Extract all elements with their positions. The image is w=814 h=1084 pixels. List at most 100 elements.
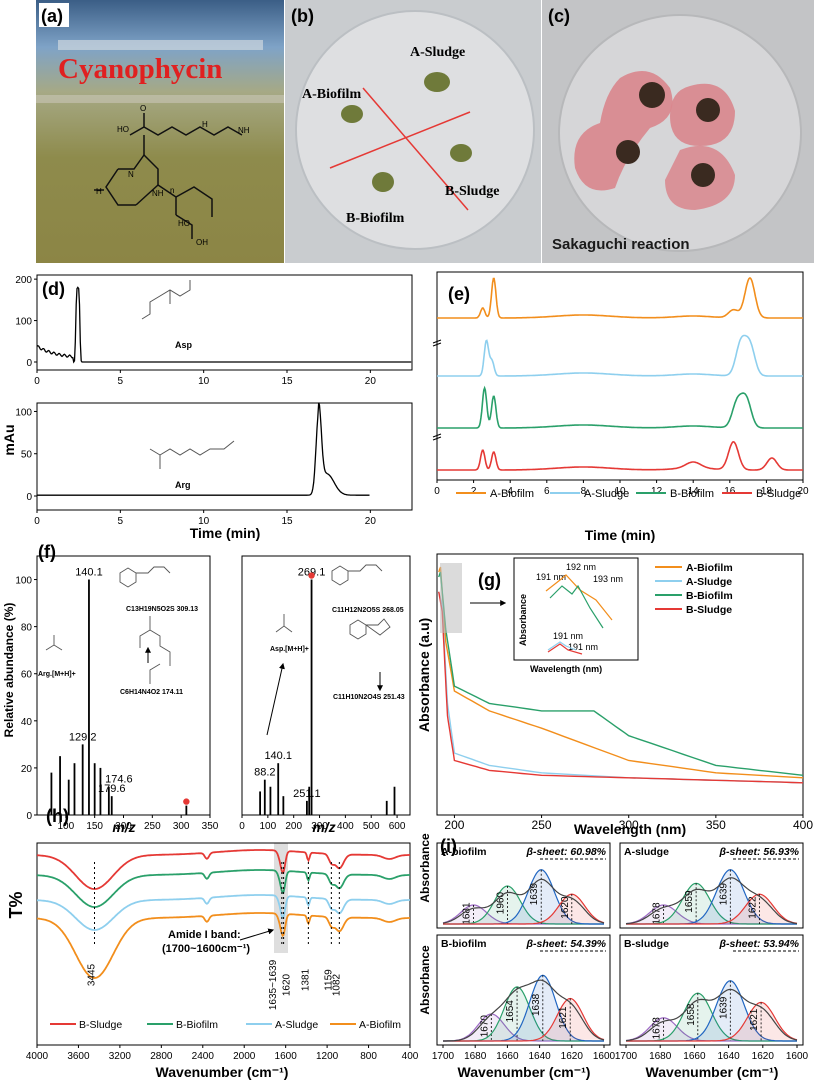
x-tick-label: 400 [402,1051,419,1062]
i-beta-sheet: β-sheet: 60.98% [526,846,607,858]
i-xlabel-right: Wavenumber (cm⁻¹) [646,1064,779,1080]
h-peak-label: 1635~1639 [268,959,279,1010]
svg-text:193 nm: 193 nm [593,574,623,584]
label-a-biofilm: A-Biofilm [302,87,361,102]
f-formula-5: Asp.[M+H]+ [270,646,309,653]
i-fit-peak [626,893,798,925]
x-tick-label: 10 [614,486,626,497]
i-subplot-title: B-sludge [624,938,669,950]
x-tick-label: 1680 [464,1051,487,1062]
g-ylabel: Absorbance (a.u) [416,618,432,732]
y-tick-label: 60 [21,670,33,681]
x-tick-label: 12 [651,486,663,497]
axes-frame [241,555,411,816]
x-tick-label: 200 [285,821,302,832]
i-peak-label: 1639 [529,883,540,906]
x-tick-label: 1620 [752,1051,775,1062]
x-tick-label: 6 [544,486,550,497]
legend-entry: A-Sludge [584,488,629,500]
y-tick-label: 80 [21,623,33,634]
axis-break [432,339,442,344]
panel-d-label: (d) [42,279,65,299]
svg-text:O: O [140,104,146,113]
x-tick-label: 1620 [561,1051,584,1062]
i-peak-label: 1654 [505,1000,516,1023]
d-ylabel: mAu [1,424,17,455]
axes-frame [36,402,413,511]
x-tick-label: 300 [173,821,190,832]
panel-f-label: (f) [38,542,56,562]
i-ylabel-bottom: Absorbance [418,945,432,1015]
svg-text:192 nm: 192 nm [566,562,596,572]
x-tick-label: 600 [389,821,406,832]
panel-f: (f) Relative abundance (%) m/z m/z C13H1… [2,542,411,835]
f-formula-2: Arg.[M+H]+ [38,671,76,678]
i-peak-label: 1621 [558,1006,569,1029]
ms-peak-label: 88.2 [254,767,275,779]
panel-g: Absorbance (a.u) Wavelength (nm) 200 250 3… [416,553,813,837]
x-tick-label: 0 [239,821,245,832]
i-beta-sheet: β-sheet: 56.93% [719,846,800,858]
axes-frame [436,553,804,816]
panel-h-label: (h) [46,806,69,826]
legend-entry: B-Sludge [79,1019,122,1031]
h-series-line [37,849,410,890]
d-compound-asp: Asp [175,340,193,350]
y-tick-label: 0 [26,492,32,503]
i-xlabel-left: Wavenumber (cm⁻¹) [458,1064,591,1080]
x-tick-label: 2800 [150,1051,173,1062]
e-series-line [437,385,803,429]
ms-peak-label: 129.2 [69,731,97,743]
x-tick-label: 20 [365,376,377,387]
y-tick-label: 100 [15,576,32,587]
f-xlabel-right: m/z [312,819,335,835]
i-fit-peak [443,997,605,1042]
x-tick-label: 200 [115,821,132,832]
i-subplot-title: A-biofilm [441,846,487,858]
h-ylabel: T% [6,892,26,919]
x-tick-label: 300 [311,821,328,832]
svg-text:NH: NH [152,189,164,198]
panel-d: (d) mAu Time (min) Asp Arg 0 5 10 15 2001002… [1,274,413,541]
i-subplot-title: B-biofilm [441,938,487,950]
x-tick-label: 2400 [192,1051,215,1062]
y-tick-label: 0 [26,358,32,369]
d-trace-asp [36,286,412,364]
panel-b: (b) A-Sludge A-Biofilm B-Sludge B-Biofil… [291,6,499,226]
svg-text:HO: HO [178,219,190,228]
i-subplot: 1678 1659 1639 1622 A-sludge β-sheet: 56.93% [619,842,804,929]
d-compound-arg: Arg [175,480,191,490]
x-tick-label: 10 [198,516,210,527]
i-fit-peak [626,1001,798,1042]
x-tick-label: 1600 [275,1051,298,1062]
x-tick-label: 150 [86,821,103,832]
label-b-biofilm: B-Biofilm [346,211,405,226]
x-tick-label: 250 [144,821,161,832]
panel-a-label: (a) [41,6,63,26]
i-subplot: 1700 1680 1660 1640 1620 1600 1678 1658 1639 1621… [615,934,809,1062]
legend-entry: A-Biofilm [490,488,534,500]
x-tick-label: 0 [34,516,40,527]
x-tick-label: 1680 [649,1051,672,1062]
x-tick-label: 100 [260,821,277,832]
x-tick-label: 3200 [109,1051,132,1062]
cyanophycin-title: Cyanophycin [58,53,222,85]
y-tick-label: 100 [15,407,32,418]
axes-frame [619,842,804,929]
h-xlabel: Wavenumber (cm⁻¹) [156,1064,289,1080]
e-series-line [437,440,803,471]
axes-frame [436,271,804,481]
svg-text:191 nm: 191 nm [536,572,566,582]
photo-b-petri [285,0,541,263]
g-panel-label: (g) [478,570,501,590]
x-tick-label: 16 [724,486,736,497]
i-beta-sheet: β-sheet: 54.39% [526,938,607,950]
x-tick-label: 400 [793,818,813,832]
y-tick-label: 40 [21,717,33,728]
svg-text:HO: HO [117,125,129,134]
x-tick-label: 1700 [432,1051,455,1062]
axes-frame [619,934,804,1046]
y-tick-label: 50 [21,450,33,461]
legend-entry: B-Biofilm [686,590,733,602]
x-tick-label: 2000 [233,1051,256,1062]
